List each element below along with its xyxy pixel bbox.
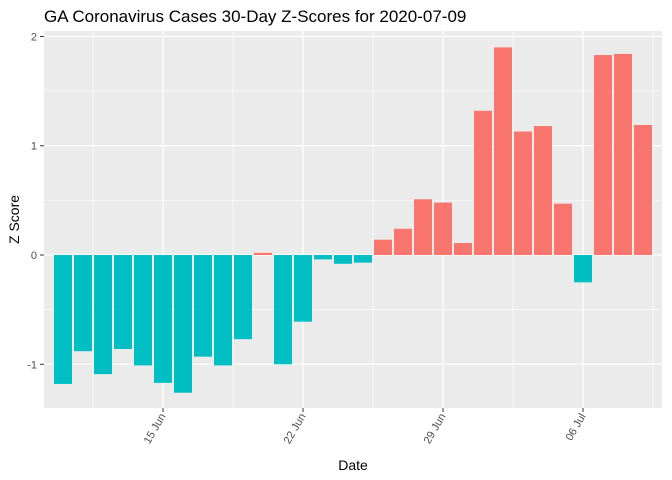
bars [54,47,652,393]
y-tick-label: 2 [31,31,37,43]
bar [574,255,592,283]
bar [74,255,92,352]
bar [194,255,212,357]
bar [274,255,292,365]
bar [454,242,472,256]
bar [314,255,332,260]
bar [54,255,72,384]
x-tick-label: 15 Jun [142,412,169,447]
bar [534,126,552,256]
bar [614,53,632,256]
bar [214,255,232,366]
x-tick-label: 29 Jun [422,412,449,447]
bar [414,199,432,256]
bar [634,124,652,256]
chart-title: GA Coronavirus Cases 30-Day Z-Scores for… [44,7,466,26]
x-tick-label: 22 Jun [282,412,309,447]
x-axis-title: Date [338,457,368,473]
bar [494,47,512,256]
bar [234,255,252,340]
bar [514,131,532,256]
bar [154,255,172,383]
bar [114,255,132,349]
bar [334,255,352,264]
bar [94,255,112,375]
bar [254,252,272,256]
x-axis: 15 Jun 22 Jun 29 Jun 06 Jul [142,408,589,446]
y-tick-label: 1 [31,141,37,153]
bar [174,255,192,393]
bar [294,255,312,322]
bar [354,255,372,263]
bar [394,228,412,256]
y-tick-label: 0 [31,250,37,262]
bar [594,55,612,256]
bar [474,110,492,256]
bar [434,202,452,256]
bar [134,255,152,366]
bar [554,203,572,256]
y-tick-label: -1 [27,359,37,371]
bar [374,239,392,256]
y-axis: -1 0 1 2 [27,31,44,371]
y-axis-title: Z Score [6,195,22,244]
x-tick-label: 06 Jul [564,412,589,443]
